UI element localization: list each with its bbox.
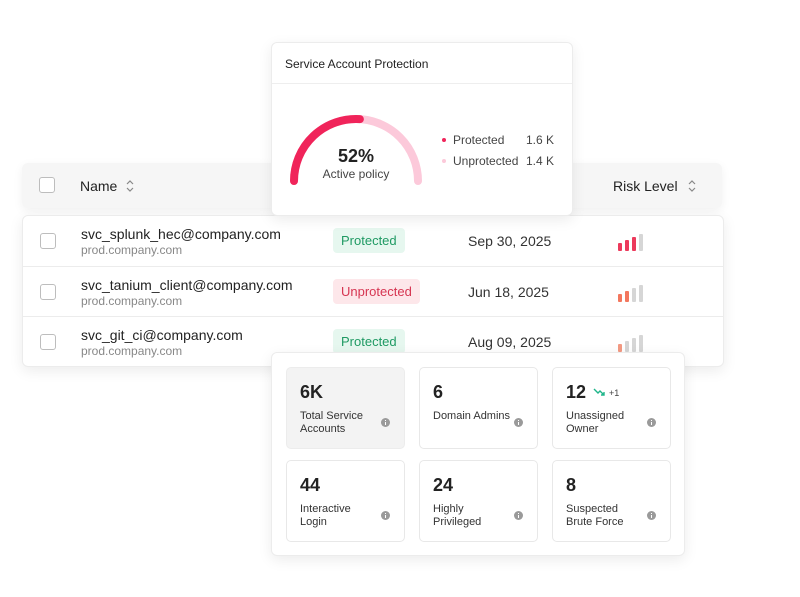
info-glyph: [385, 422, 386, 425]
stat-label: Highly Privileged: [433, 503, 482, 528]
legend-name: Unprotected: [453, 154, 519, 168]
sort-icon[interactable]: [126, 180, 134, 192]
risk-bars: [618, 234, 643, 251]
status-pill: Unprotected: [333, 279, 420, 304]
stat-label: Total Service Accounts: [300, 410, 363, 435]
stat-value: 12: [566, 382, 587, 402]
stat-trend: +1: [609, 388, 620, 398]
stat-label: Suspected Brute Force: [566, 503, 624, 528]
stat-value: 6K: [300, 382, 324, 402]
risk-bar: [639, 335, 643, 352]
risk-bar: [625, 240, 629, 251]
risk-bar: [639, 285, 643, 302]
legend-value: 1.6 K: [526, 133, 555, 147]
info-glyph: [651, 515, 652, 518]
stat-tile: 6K Total Service Accounts: [286, 367, 405, 449]
account-name: svc_splunk_hec@company.com: [81, 226, 281, 242]
stat-tile: 12 +1 Unassigned Owner: [552, 367, 671, 449]
info-icon: [647, 511, 656, 520]
trend-arrow: [593, 388, 605, 396]
info-glyph: [518, 422, 519, 425]
account-domain: prod.company.com: [81, 344, 183, 358]
gauge-card: Service Account Protection 52% Active po…: [271, 42, 573, 216]
stat-value: 44: [300, 475, 321, 495]
legend-value: 1.4 K: [526, 154, 555, 168]
info-icon: [381, 511, 390, 520]
account-name: svc_git_ci@company.com: [81, 327, 243, 343]
risk-bar: [632, 288, 636, 302]
account-domain: prod.company.com: [81, 243, 183, 257]
stat-label: Unassigned Owner: [566, 410, 625, 435]
stat-tile: 6 Domain Admins: [419, 367, 538, 449]
info-glyph: [385, 513, 386, 514]
status-pill: Protected: [333, 329, 405, 354]
account-domain: prod.company.com: [81, 294, 183, 308]
risk-bar: [639, 234, 643, 251]
stat-value: 8: [566, 475, 577, 495]
info-icon: [514, 511, 523, 520]
info-glyph: [651, 422, 652, 425]
trend-icon: [593, 388, 605, 396]
gauge: [290, 115, 422, 185]
info-glyph: [385, 515, 386, 518]
stat-tile: 24 Highly Privileged: [419, 460, 538, 542]
info-glyph: [518, 513, 519, 514]
checkbox[interactable]: [40, 284, 56, 300]
risk-bar: [632, 338, 636, 352]
checkbox[interactable]: [39, 177, 55, 193]
gauge-value: 52%: [337, 146, 375, 166]
table-row: svc_git_ci@company.com prod.company.com Pr…: [23, 316, 723, 367]
risk-bar: [625, 341, 629, 352]
checkbox[interactable]: [40, 233, 56, 249]
risk-bar: [632, 237, 636, 251]
date: Jun 18, 2025: [468, 284, 549, 300]
info-icon: [381, 418, 390, 427]
stat-value: 6: [433, 382, 444, 402]
column-risk[interactable]: Risk Level: [613, 178, 678, 194]
status-pill: Protected: [333, 228, 405, 253]
divider: [272, 83, 572, 84]
info-glyph: [518, 420, 519, 421]
info-glyph: [651, 513, 652, 514]
stat-value: 24: [433, 475, 454, 495]
stat-tile: 44 Interactive Login: [286, 460, 405, 542]
risk-bar: [618, 294, 622, 302]
risk-bar: [618, 344, 622, 352]
account-name: svc_tanium_client@company.com: [81, 277, 293, 293]
sort-icon[interactable]: [688, 180, 696, 192]
info-icon: [647, 418, 656, 427]
risk-bars: [618, 285, 643, 302]
card-title: Service Account Protection: [285, 57, 429, 71]
risk-bar: [618, 243, 622, 251]
gauge-arc: [290, 115, 364, 185]
info-glyph: [518, 515, 519, 518]
table-row: svc_splunk_hec@company.com prod.company.c…: [23, 216, 723, 266]
column-name[interactable]: Name: [80, 178, 118, 194]
date: Sep 30, 2025: [468, 233, 552, 249]
risk-bars: [618, 335, 643, 352]
checkbox[interactable]: [40, 334, 56, 350]
stat-tile: 8 Suspected Brute Force: [552, 460, 671, 542]
info-icon: [514, 418, 523, 427]
table-row: svc_tanium_client@company.com prod.compan…: [23, 266, 723, 317]
info-glyph: [651, 420, 652, 421]
stat-label: Interactive Login: [300, 503, 351, 528]
legend-dot: [442, 138, 446, 142]
legend-dot: [442, 159, 446, 163]
info-glyph: [385, 420, 386, 421]
gauge-caption: Active policy: [322, 167, 390, 181]
stats-card: 6K Total Service Accounts 6 Domain Admins 12…: [271, 352, 685, 556]
table-body: svc_splunk_hec@company.com prod.company.c…: [22, 215, 724, 367]
risk-bar: [625, 291, 629, 302]
legend-name: Protected: [453, 133, 505, 147]
date: Aug 09, 2025: [468, 334, 552, 350]
stat-label: Domain Admins: [433, 410, 511, 422]
